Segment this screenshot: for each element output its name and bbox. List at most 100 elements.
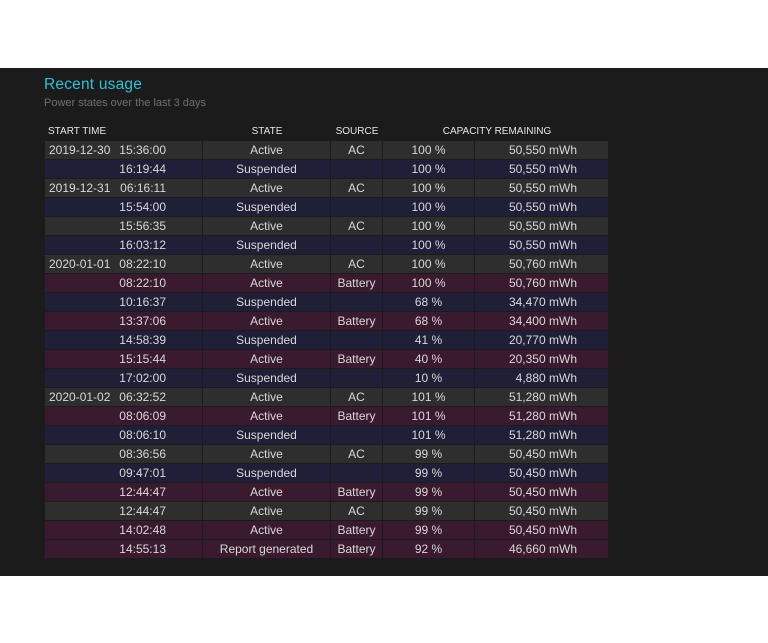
start-time-cell: 14:55:13 — [45, 540, 202, 558]
state-cell: Report generated — [203, 540, 330, 558]
capacity-mwh-cell: 51,280 mWh — [475, 426, 608, 444]
state-cell: Suspended — [203, 369, 330, 387]
capacity-percent-cell: 100 % — [383, 179, 474, 197]
time-text: 08:06:09 — [119, 409, 166, 423]
start-time-cell: 15:15:44 — [45, 350, 202, 368]
state-cell: Active — [203, 179, 330, 197]
source-cell: Battery — [331, 350, 382, 368]
state-cell: Active — [203, 521, 330, 539]
source-cell: Battery — [331, 483, 382, 501]
source-cell — [331, 160, 382, 178]
source-cell: AC — [331, 217, 382, 235]
state-cell: Active — [203, 141, 330, 159]
source-cell: AC — [331, 255, 382, 273]
state-cell: Active — [203, 502, 330, 520]
table-row: 16:03:12 Suspended 100 % 50,550 mWh — [45, 236, 611, 254]
column-header-state: STATE — [251, 126, 283, 137]
state-cell: Active — [203, 217, 330, 235]
usage-table: START TIME STATE SOURCE CAPACITY REMAINI… — [45, 123, 611, 558]
start-time-cell: 08:22:10 — [45, 274, 202, 292]
capacity-mwh-cell: 34,400 mWh — [475, 312, 608, 330]
capacity-mwh-cell: 20,770 mWh — [475, 331, 608, 349]
table-row: 10:16:37 Suspended 68 % 34,470 mWh — [45, 293, 611, 311]
source-cell: AC — [331, 388, 382, 406]
capacity-mwh-cell: 20,350 mWh — [475, 350, 608, 368]
capacity-mwh-cell: 51,280 mWh — [475, 407, 608, 425]
capacity-mwh-cell: 50,550 mWh — [475, 160, 608, 178]
capacity-mwh-cell: 50,550 mWh — [475, 141, 608, 159]
state-cell: Suspended — [203, 198, 330, 216]
time-text: 08:22:10 — [119, 257, 166, 271]
capacity-percent-cell: 41 % — [383, 331, 474, 349]
capacity-mwh-cell: 50,550 mWh — [475, 179, 608, 197]
table-row: 17:02:00 Suspended 10 % 4,880 mWh — [45, 369, 611, 387]
time-text: 15:56:35 — [119, 219, 166, 233]
start-time-cell: 09:47:01 — [45, 464, 202, 482]
date-text: 2019-12-31 — [49, 181, 111, 195]
table-row: 09:47:01 Suspended 99 % 50,450 mWh — [45, 464, 611, 482]
table-row: 08:06:09 Active Battery 101 % 51,280 mWh — [45, 407, 611, 425]
state-cell: Active — [203, 350, 330, 368]
start-time-cell: 17:02:00 — [45, 369, 202, 387]
start-time-cell: 13:37:06 — [45, 312, 202, 330]
start-time-cell: 2019-12-30 15:36:00 — [45, 141, 202, 159]
start-time-cell: 08:06:09 — [45, 407, 202, 425]
table-row: 08:36:56 Active AC 99 % 50,450 mWh — [45, 445, 611, 463]
state-cell: Suspended — [203, 426, 330, 444]
capacity-percent-cell: 99 % — [383, 521, 474, 539]
table-body: 2019-12-30 15:36:00 Active AC 100 % 50,550 mW… — [45, 141, 611, 558]
recent-usage-panel: Recent usage Power states over the last … — [0, 68, 768, 576]
capacity-percent-cell: 40 % — [383, 350, 474, 368]
time-text: 15:15:44 — [119, 352, 166, 366]
capacity-percent-cell: 101 % — [383, 426, 474, 444]
capacity-percent-cell: 99 % — [383, 464, 474, 482]
time-text: 14:55:13 — [119, 542, 166, 556]
capacity-percent-cell: 100 % — [383, 236, 474, 254]
source-cell: AC — [331, 179, 382, 197]
table-row: 2020-01-02 06:32:52 Active AC 101 % 51,280 mW… — [45, 388, 611, 406]
date-text: 2020-01-01 — [49, 257, 111, 271]
capacity-mwh-cell: 46,660 mWh — [475, 540, 608, 558]
capacity-mwh-cell: 50,550 mWh — [475, 198, 608, 216]
source-cell — [331, 464, 382, 482]
table-row: 12:44:47 Active Battery 99 % 50,450 mWh — [45, 483, 611, 501]
time-text: 14:02:48 — [119, 523, 166, 537]
capacity-percent-cell: 68 % — [383, 293, 474, 311]
source-cell — [331, 198, 382, 216]
state-cell: Active — [203, 445, 330, 463]
capacity-mwh-cell: 50,450 mWh — [475, 445, 608, 463]
time-text: 08:06:10 — [119, 428, 166, 442]
capacity-percent-cell: 100 % — [383, 255, 474, 273]
time-text: 08:22:10 — [119, 276, 166, 290]
time-text: 13:37:06 — [119, 314, 166, 328]
source-cell: Battery — [331, 407, 382, 425]
capacity-percent-cell: 100 % — [383, 141, 474, 159]
source-cell — [331, 236, 382, 254]
table-row: 08:22:10 Active Battery 100 % 50,760 mWh — [45, 274, 611, 292]
section-title: Recent usage — [44, 76, 143, 93]
start-time-cell: 12:44:47 — [45, 483, 202, 501]
state-cell: Suspended — [203, 331, 330, 349]
start-time-cell: 15:56:35 — [45, 217, 202, 235]
capacity-percent-cell: 100 % — [383, 274, 474, 292]
time-text: 15:36:00 — [119, 143, 166, 157]
capacity-percent-cell: 99 % — [383, 502, 474, 520]
state-cell: Suspended — [203, 464, 330, 482]
source-cell: Battery — [331, 274, 382, 292]
capacity-mwh-cell: 4,880 mWh — [475, 369, 608, 387]
start-time-cell: 2019-12-31 06:16:11 — [45, 179, 202, 197]
capacity-mwh-cell: 34,470 mWh — [475, 293, 608, 311]
capacity-mwh-cell: 50,760 mWh — [475, 255, 608, 273]
state-cell: Active — [203, 255, 330, 273]
table-row: 14:58:39 Suspended 41 % 20,770 mWh — [45, 331, 611, 349]
source-cell — [331, 293, 382, 311]
start-time-cell: 14:58:39 — [45, 331, 202, 349]
start-time-cell: 12:44:47 — [45, 502, 202, 520]
capacity-mwh-cell: 50,450 mWh — [475, 502, 608, 520]
capacity-mwh-cell: 50,760 mWh — [475, 274, 608, 292]
time-text: 06:32:52 — [119, 390, 166, 404]
state-cell: Suspended — [203, 236, 330, 254]
section-subtitle: Power states over the last 3 days — [44, 97, 207, 109]
time-text: 09:47:01 — [119, 466, 166, 480]
start-time-cell: 08:36:56 — [45, 445, 202, 463]
